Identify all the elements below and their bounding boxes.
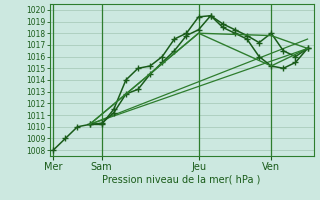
X-axis label: Pression niveau de la mer( hPa ): Pression niveau de la mer( hPa ) [102,174,261,184]
